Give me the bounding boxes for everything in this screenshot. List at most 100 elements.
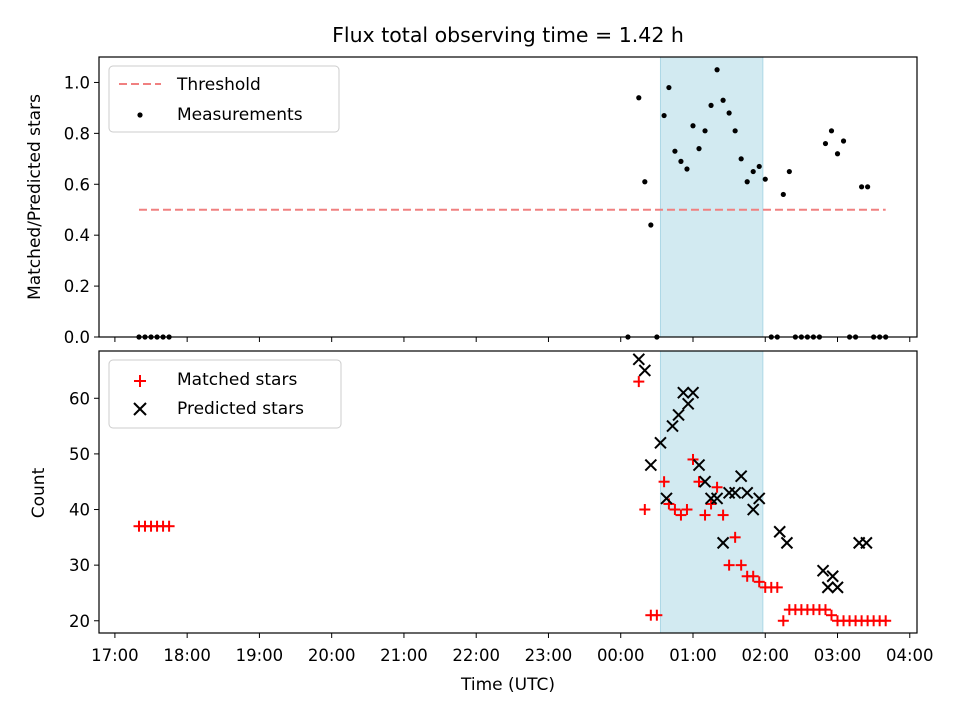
legend-predicted-label: Predicted stars	[177, 399, 304, 419]
predicted-star-point	[698, 475, 712, 488]
predicted-star-point	[728, 486, 742, 500]
measurement-point	[732, 128, 738, 134]
matched-star-point	[717, 509, 729, 521]
matched-star-point	[633, 376, 645, 388]
matched-star-point	[729, 531, 741, 543]
predicted-star-point	[734, 469, 748, 483]
measurement-point	[750, 168, 756, 175]
matched-star-point	[747, 570, 759, 582]
measurement-point	[720, 97, 726, 103]
matched-star-point	[711, 481, 723, 493]
measurement-point	[828, 128, 835, 134]
measurement-point	[684, 166, 690, 172]
top-y-axis-label: Matched/Predicted stars	[25, 94, 45, 300]
measurement-point	[756, 163, 762, 170]
predicted-star-point	[692, 458, 706, 472]
legend-threshold-label: Threshold	[176, 75, 261, 95]
legend-measurements-label: Measurements	[177, 105, 303, 125]
top-plot-frame	[98, 56, 918, 338]
legend-matched-label: Matched stars	[177, 370, 297, 390]
measurement-point	[726, 110, 732, 116]
matched-star-point	[777, 615, 789, 627]
top-panel: 0.0 0.2 0.4 0.6 0.8 1.0 Matched/Predicted sta…	[25, 56, 918, 347]
measurement-point	[648, 222, 654, 228]
measurement-point	[672, 148, 678, 154]
measurement-point	[678, 158, 684, 164]
y-tick-label: 20	[69, 612, 90, 631]
matched-star-point	[735, 559, 747, 571]
measurement-point	[702, 128, 708, 134]
x-tick-label: 02:00	[741, 646, 789, 665]
predicted-star-point	[716, 536, 730, 550]
matched-star-point	[699, 509, 711, 521]
x-tick-label: 19:00	[236, 646, 284, 665]
predicted-star-point	[686, 386, 700, 399]
top-highlight-span	[659, 56, 764, 338]
top-legend-box	[108, 65, 340, 133]
matched-star-point	[819, 604, 831, 616]
matched-star-point	[639, 504, 651, 516]
y-tick-label: 30	[69, 556, 90, 575]
measurement-point	[780, 191, 786, 198]
y-tick-label: 1.0	[64, 73, 90, 92]
predicted-star-point	[826, 570, 839, 583]
bottom-y-axis-label: Count	[29, 467, 49, 518]
measurement-point	[666, 84, 672, 91]
y-tick-label: 0.0	[64, 328, 90, 347]
y-tick-label: 0.8	[64, 124, 90, 143]
x-tick-label: 21:00	[380, 646, 428, 665]
bottom-legend-box	[108, 359, 342, 429]
bottom-x-axis-label: Time (UTC)	[460, 675, 555, 695]
matched-star-point	[163, 520, 175, 532]
bottom-y-axis: 20 30 40 50 60	[69, 389, 99, 631]
x-tick-label: 17:00	[91, 646, 139, 665]
matched-star-point	[675, 509, 687, 521]
measurement-point	[744, 179, 750, 185]
matched-star-point	[825, 609, 837, 621]
predicted-star-point	[821, 581, 835, 594]
predicted-star-point	[773, 525, 786, 538]
x-tick-label: 04:00	[886, 646, 934, 665]
matched-star-point	[669, 504, 681, 516]
y-tick-label: 50	[69, 445, 90, 464]
measurement-point	[762, 176, 768, 182]
x-tick-label: 03:00	[814, 646, 862, 665]
predicted-star-point	[780, 536, 794, 550]
predicted-star-point	[753, 492, 766, 505]
matched-star-point	[658, 476, 670, 488]
x-tick-label: 20:00	[308, 646, 356, 665]
measurement-point	[865, 184, 871, 190]
matched-star-point	[681, 504, 693, 516]
predicted-star-point	[860, 536, 873, 550]
measurement-point	[840, 138, 847, 144]
measurement-point	[714, 67, 720, 73]
predicted-star-point	[747, 503, 760, 516]
top-x-tickmarks	[114, 337, 911, 342]
top-y-axis: 0.0 0.2 0.4 0.6 0.8 1.0	[64, 73, 99, 347]
bottom-x-axis: 17:00 18:00 19:00 20:00 21:00 22:00 23:00 00:00…	[91, 633, 934, 665]
y-tick-label: 40	[69, 501, 90, 520]
y-tick-label: 60	[69, 389, 90, 408]
matched-star-point	[705, 498, 717, 510]
matched-star-point	[651, 609, 663, 621]
predicted-star-point	[632, 353, 646, 366]
measurement-point	[642, 179, 648, 185]
matched-star-point	[753, 576, 765, 588]
x-tick-label: 01:00	[669, 646, 717, 665]
legend-matched-swatch	[134, 375, 146, 387]
bottom-plot-frame	[98, 350, 918, 634]
measurement-point	[834, 151, 841, 157]
x-tick-label: 22:00	[452, 646, 500, 665]
measurement-points	[136, 67, 889, 340]
predicted-star-point	[831, 581, 844, 594]
predicted-stars-points	[632, 353, 873, 594]
predicted-star-point	[816, 564, 830, 577]
x-tick-label: 18:00	[163, 646, 211, 665]
matched-star-point	[723, 559, 735, 571]
y-tick-label: 0.2	[64, 277, 90, 296]
predicted-star-point	[740, 486, 754, 500]
legend-measurements-swatch	[137, 112, 143, 118]
legend-predicted-swatch	[133, 402, 147, 416]
matched-star-point	[880, 615, 892, 627]
